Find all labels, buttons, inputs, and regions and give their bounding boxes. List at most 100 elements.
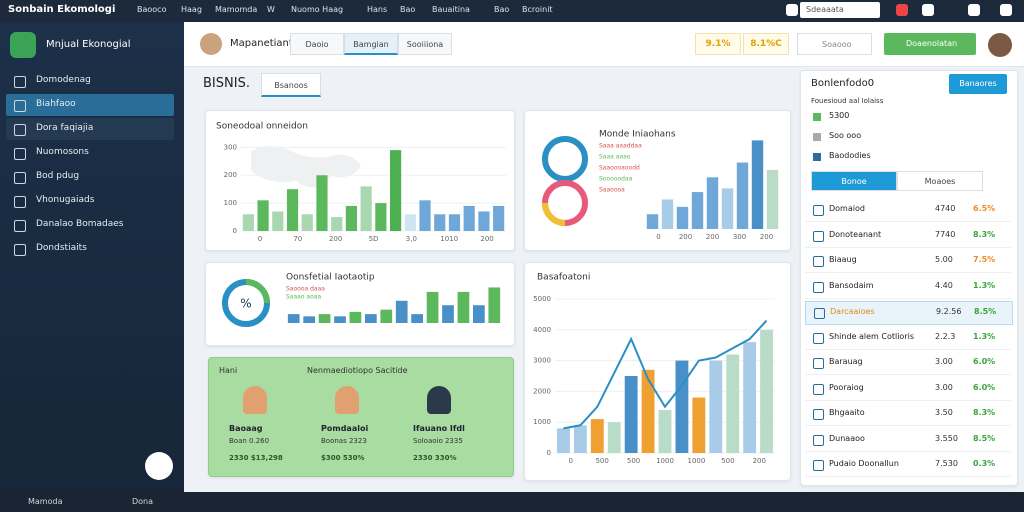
list-row[interactable]: Barauag 3.00 6.0% (805, 352, 1011, 375)
menu-item[interactable]: Dora faqiajia (36, 123, 94, 133)
avatar (988, 33, 1012, 57)
x-tick-label: 0 (656, 233, 660, 241)
bar (257, 200, 269, 231)
bar (457, 291, 470, 323)
header-tab[interactable]: Sooiiiona (398, 33, 452, 55)
row-name: Pudaio Doonallun (829, 459, 899, 468)
list-row[interactable]: Pooraiog 3.00 6.0% (805, 378, 1011, 401)
bar (331, 217, 343, 231)
y-tick-label: 300 (224, 143, 237, 151)
list-row[interactable]: Pudaio Doonallun 7.530 0.3% (805, 454, 1011, 477)
top-icon[interactable] (968, 4, 980, 16)
nav-item[interactable]: W (267, 5, 275, 14)
menu-item[interactable]: Vhonugaiads (36, 195, 95, 205)
y-tick-label: 200 (224, 171, 237, 179)
bar (607, 422, 621, 453)
row-icon (813, 205, 824, 216)
nav-item[interactable]: Bcroinit (522, 5, 553, 14)
menu-item[interactable]: Domodenag (36, 75, 91, 85)
row-name: Domaiod (829, 204, 865, 213)
side-tab[interactable]: Bonoe (811, 171, 897, 191)
x-tick-label: 3,0 (406, 235, 417, 243)
row-pct: 6.0% (973, 382, 996, 392)
side-subtitle: Fouesioud aal Iolaiss (811, 97, 884, 105)
row-value: 3.00 (935, 382, 953, 392)
list-row[interactable]: Dunaaoo 3.550 8.5% (805, 429, 1011, 452)
bar (360, 186, 372, 231)
bar (493, 205, 505, 231)
header-stat: 9.1% (695, 33, 741, 55)
promo-title: Nenmaediotiopo Sacitide (307, 366, 408, 375)
bar (706, 177, 719, 229)
chart-title: Oonsfetial Iaotaotip (286, 273, 375, 283)
top-icon[interactable] (896, 4, 908, 16)
nav-item[interactable]: Mamomda (215, 5, 258, 14)
bar (488, 287, 501, 323)
nav-item[interactable]: Baooco (137, 5, 167, 14)
menu-item[interactable]: Nuomosons (36, 147, 89, 157)
nav-item[interactable]: Bao (494, 5, 510, 14)
bar (661, 199, 674, 229)
list-row[interactable]: Biaaug 5.00 7.5% (805, 250, 1011, 273)
nav-item[interactable]: Bao (400, 5, 416, 14)
card-foot: 2330 330% (413, 454, 457, 462)
list-row[interactable]: Darcaaioes 9.2.56 8.5% (805, 301, 1013, 325)
row-icon (813, 281, 824, 293)
side-tab[interactable]: Moaoes (897, 171, 983, 191)
header-search[interactable]: Soaooo (797, 33, 872, 55)
chart-panel: Basafoatoni 0 1000 2000 3000 4000 5000 0 500 500 1… (524, 262, 791, 481)
list-row[interactable]: Donoteanant 7740 8.3% (805, 225, 1011, 248)
x-tick-label: 200 (753, 457, 766, 465)
top-icon[interactable] (786, 4, 798, 16)
x-tick-label: 1000 (688, 457, 706, 465)
list-row[interactable]: Bansodaim 4.40 1.3% (805, 276, 1011, 299)
row-value: 9.2.56 (936, 307, 962, 316)
side-button[interactable]: Banaores (949, 74, 1007, 94)
menu-item[interactable]: Dondstiaits (36, 243, 87, 253)
bar (760, 329, 773, 453)
x-tick-label: 70 (293, 235, 302, 243)
nav-item[interactable]: Haag (181, 5, 202, 14)
promo-panel: Hani Nenmaediotiopo Sacitide Baoaag Boan 0.… (208, 357, 514, 477)
menu-hover (6, 118, 174, 140)
chart-note: Saaoooa (599, 187, 625, 194)
bar (442, 305, 454, 323)
chart-title: Basafoatoni (537, 273, 590, 283)
chart-note: Saoooa daaa (286, 286, 325, 293)
brand: Mnjual Ekonogial (46, 39, 131, 50)
top-icon[interactable] (1000, 4, 1012, 16)
bar (395, 300, 408, 323)
nav-item[interactable]: Bauaitina (432, 5, 470, 14)
menu-item[interactable]: Biahfaoo (36, 99, 76, 109)
item-icon (813, 113, 821, 121)
list-row[interactable]: Domaiod 4740 6.5% (805, 199, 1011, 222)
menu-icon (14, 172, 26, 184)
nav-item[interactable]: Nuomo Haag (291, 5, 344, 14)
bar (318, 314, 331, 323)
top-icon[interactable] (922, 4, 934, 16)
menu-item[interactable]: Danalao Bomadaes (36, 219, 124, 229)
row-value: 3.50 (935, 408, 953, 417)
list-row[interactable]: Shinde alem Cotlioris 2.2.3 1.3% (805, 327, 1011, 350)
bar (434, 214, 446, 231)
taskbar-item[interactable]: Mamoda (28, 497, 63, 506)
section-tab[interactable]: Bsanoos (261, 73, 321, 97)
header-tab[interactable]: Bamgian (344, 33, 398, 55)
taskbar-item[interactable]: Dona (132, 497, 154, 506)
primary-button[interactable]: Doaenolatan (884, 33, 976, 55)
chart: Basafoatoni 0 1000 2000 3000 4000 5000 0 500 500 1… (533, 273, 775, 465)
bar (573, 425, 587, 453)
bar (478, 211, 490, 231)
row-name: Pooraiog (829, 382, 864, 392)
header-tab[interactable]: Daoio (290, 33, 344, 55)
bar (675, 360, 689, 453)
bar (658, 409, 672, 453)
nav-item[interactable]: Hans (367, 5, 388, 14)
fab-button[interactable] (145, 452, 173, 480)
search-box[interactable]: Sdeaaata (800, 2, 880, 18)
card-name: Pomdaaloi (321, 424, 369, 433)
list-row[interactable]: Bhgaaito 3.50 8.3% (805, 403, 1011, 426)
row-value: 7740 (935, 229, 956, 239)
menu-item[interactable]: Bod pdug (36, 171, 80, 181)
